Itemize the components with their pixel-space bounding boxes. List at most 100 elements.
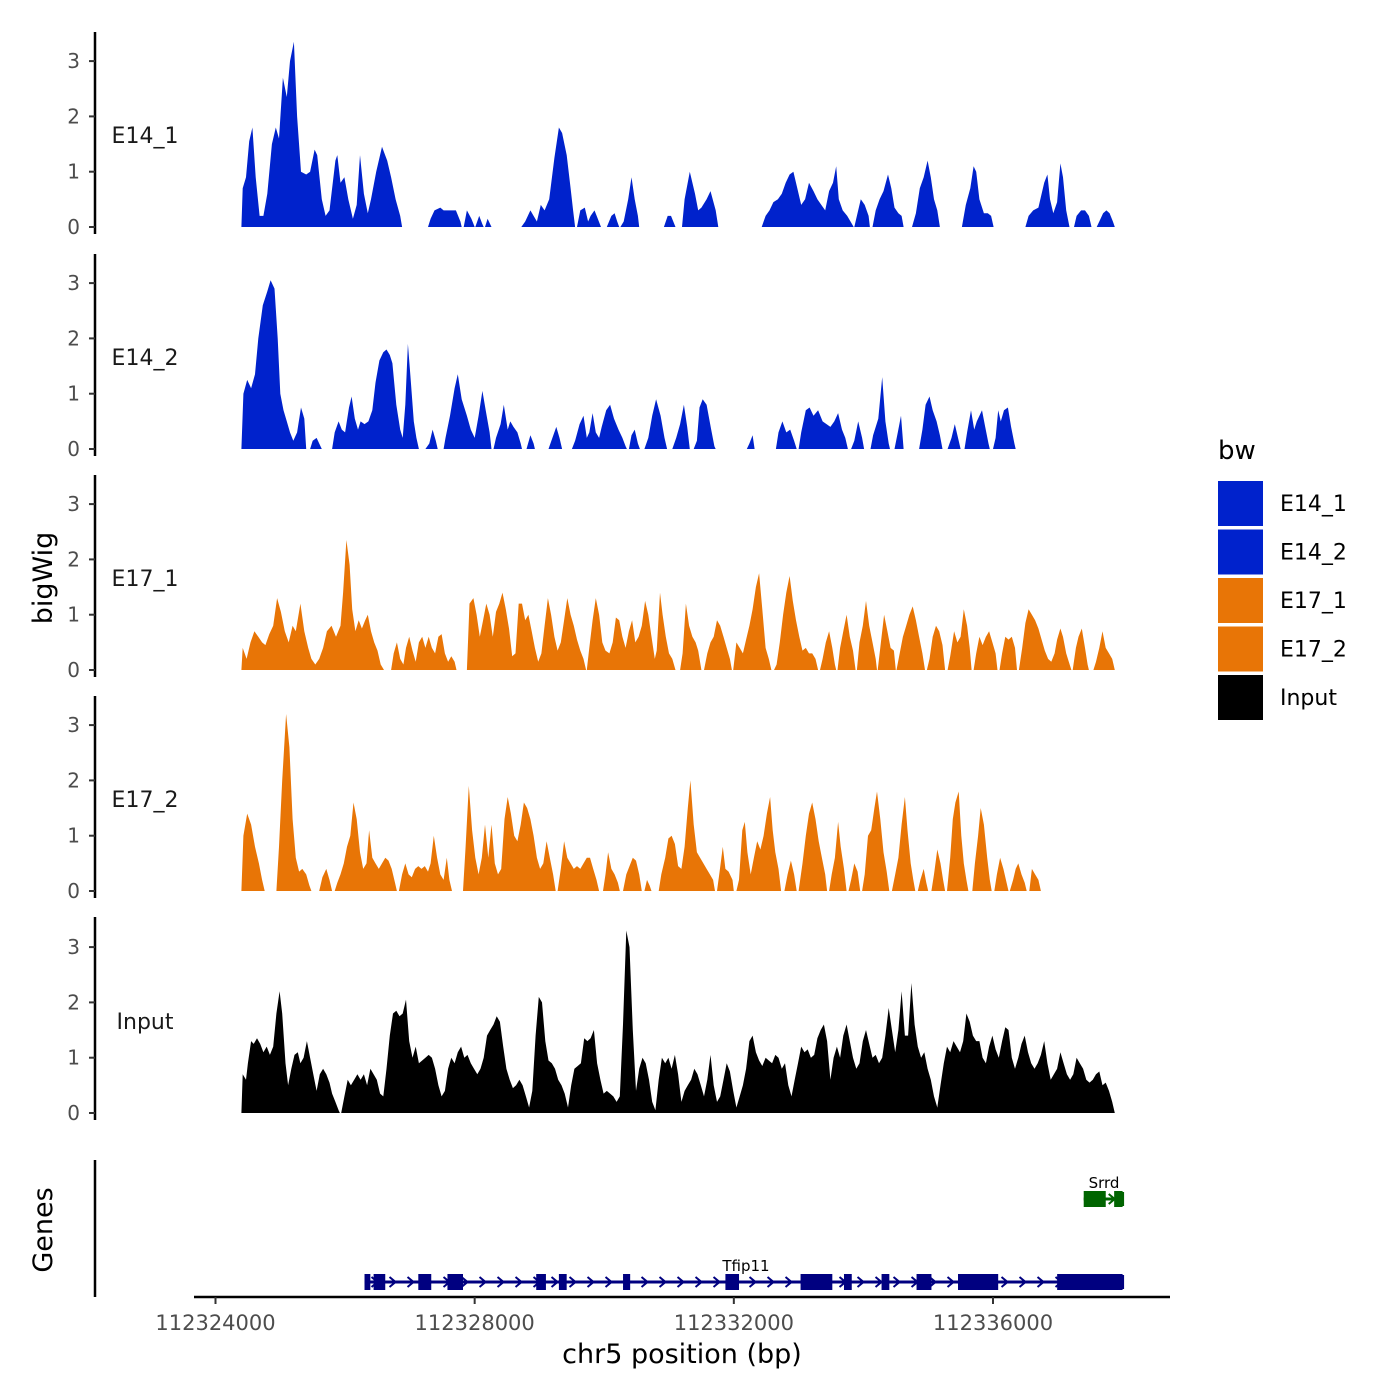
gene-exon — [958, 1274, 999, 1290]
gene-exon — [1083, 1191, 1106, 1207]
y-tick-label: 0 — [67, 437, 80, 461]
x-tick-label: 112336000 — [933, 1311, 1053, 1335]
y-tick-label: 1 — [67, 603, 80, 627]
x-axis-title: chr5 position (bp) — [562, 1339, 802, 1370]
y-tick-label: 0 — [67, 658, 80, 682]
gene-exon — [800, 1274, 833, 1290]
legend-label: E14_1 — [1280, 492, 1347, 517]
y-tick-label: 3 — [67, 935, 80, 959]
coverage-area-E17_1 — [241, 540, 1115, 670]
track-label: E17_2 — [112, 788, 179, 813]
strand-chevron — [1000, 1276, 1010, 1288]
coverage-area-E14_1 — [241, 41, 1115, 228]
track-E17_1: 0 1 2 3 E17_1 — [67, 475, 1115, 682]
strand-chevron — [694, 1276, 704, 1288]
x-tick-label: 112328000 — [415, 1311, 535, 1335]
coverage-area-E17_2 — [241, 714, 1041, 891]
legend: bw E14_1 E14_2 E17_1 E17_2 Input — [1218, 436, 1347, 720]
x-tick-label: 112332000 — [674, 1311, 794, 1335]
legend-label: E17_1 — [1280, 589, 1347, 614]
track-E14_1: 0 1 2 3 E14_1 — [67, 32, 1115, 239]
strand-chevron — [892, 1276, 902, 1288]
y-tick-label: 1 — [67, 382, 80, 406]
y-tick-label: 0 — [67, 879, 80, 903]
legend-swatch — [1218, 529, 1263, 575]
gene-label: Srrd — [1089, 1174, 1120, 1192]
gene-exon — [725, 1274, 740, 1290]
strand-chevron — [640, 1276, 650, 1288]
gene-exon — [536, 1274, 546, 1290]
strand-chevron — [604, 1276, 614, 1288]
strand-chevron — [712, 1276, 722, 1288]
strand-chevron — [766, 1276, 776, 1288]
y-tick-label: 2 — [67, 326, 80, 350]
strand-chevron — [388, 1276, 398, 1288]
strand-chevron — [658, 1276, 668, 1288]
y-tick-label: 3 — [67, 271, 80, 295]
y-tick-label: 3 — [67, 49, 80, 73]
track-label: E17_1 — [112, 567, 179, 592]
gene-exon — [881, 1274, 890, 1290]
strand-chevron — [874, 1276, 884, 1288]
y-tick-label: 0 — [67, 215, 80, 239]
track-label: Input — [117, 1010, 174, 1035]
x-axis: 112324000 112328000 112332000 112336000 — [155, 1295, 1170, 1335]
strand-chevron — [460, 1276, 470, 1288]
y-tick-label: 2 — [67, 990, 80, 1014]
strand-chevron — [676, 1276, 686, 1288]
legend-title: bw — [1218, 436, 1256, 466]
strand-chevron — [856, 1276, 866, 1288]
coverage-panels: 0 1 2 3 E14_1 0 1 2 3 E14_2 0 1 2 3 E17_1 0 1 2 3 E17_2 0 1 2 3… — [67, 32, 1115, 1125]
strand-chevron — [1036, 1276, 1046, 1288]
coverage-area-E14_2 — [241, 280, 1016, 449]
legend-swatch — [1218, 675, 1263, 720]
strand-chevron — [550, 1276, 560, 1288]
strand-chevron — [478, 1276, 488, 1288]
legend-label: Input — [1280, 686, 1337, 711]
gene-Srrd: Srrd — [1083, 1174, 1125, 1207]
genes-axis-title: Genes — [28, 1187, 59, 1272]
y-tick-label: 3 — [67, 713, 80, 737]
y-tick-label: 1 — [67, 1046, 80, 1070]
coverage-area-Input — [241, 930, 1115, 1113]
legend-label: E17_2 — [1280, 638, 1347, 663]
legend-swatch — [1218, 481, 1263, 526]
strand-chevron — [784, 1276, 794, 1288]
strand-chevron — [568, 1276, 578, 1288]
y-tick-label: 1 — [67, 160, 80, 184]
gene-Tfip11: Tfip11 — [364, 1257, 1125, 1290]
x-tick-label: 112324000 — [155, 1311, 275, 1335]
gene-exon — [623, 1274, 631, 1290]
strand-chevron — [1018, 1276, 1028, 1288]
gene-exon — [418, 1274, 432, 1290]
y-tick-label: 2 — [67, 547, 80, 571]
gene-exon — [916, 1274, 932, 1290]
legend-label: E14_2 — [1280, 541, 1347, 566]
y-axis-title: bigWig — [28, 532, 59, 625]
track-label: E14_2 — [112, 346, 179, 371]
gene-exon — [1114, 1191, 1123, 1207]
strand-chevron — [496, 1276, 506, 1288]
y-tick-label: 1 — [67, 824, 80, 848]
track-label: E14_1 — [112, 124, 179, 149]
gene-exon — [447, 1274, 464, 1290]
gene-exon — [364, 1274, 371, 1290]
strand-chevron — [748, 1276, 758, 1288]
legend-swatch — [1218, 626, 1263, 672]
gene-exon — [1057, 1274, 1123, 1290]
gene-exon — [373, 1274, 386, 1290]
gene-exon — [558, 1274, 567, 1290]
genes-panel: Srrd Tfip11 — [93, 1160, 1125, 1297]
gene-label: Tfip11 — [721, 1257, 769, 1275]
y-tick-label: 3 — [67, 492, 80, 516]
track-Input: 0 1 2 3 Input — [67, 917, 1115, 1125]
strand-chevron — [586, 1276, 596, 1288]
strand-chevron — [514, 1276, 524, 1288]
legend-swatch — [1218, 578, 1263, 623]
y-tick-label: 0 — [67, 1101, 80, 1125]
gene-exon — [843, 1274, 852, 1290]
y-tick-label: 2 — [67, 768, 80, 792]
strand-chevron — [946, 1276, 956, 1288]
strand-chevron — [928, 1276, 938, 1288]
